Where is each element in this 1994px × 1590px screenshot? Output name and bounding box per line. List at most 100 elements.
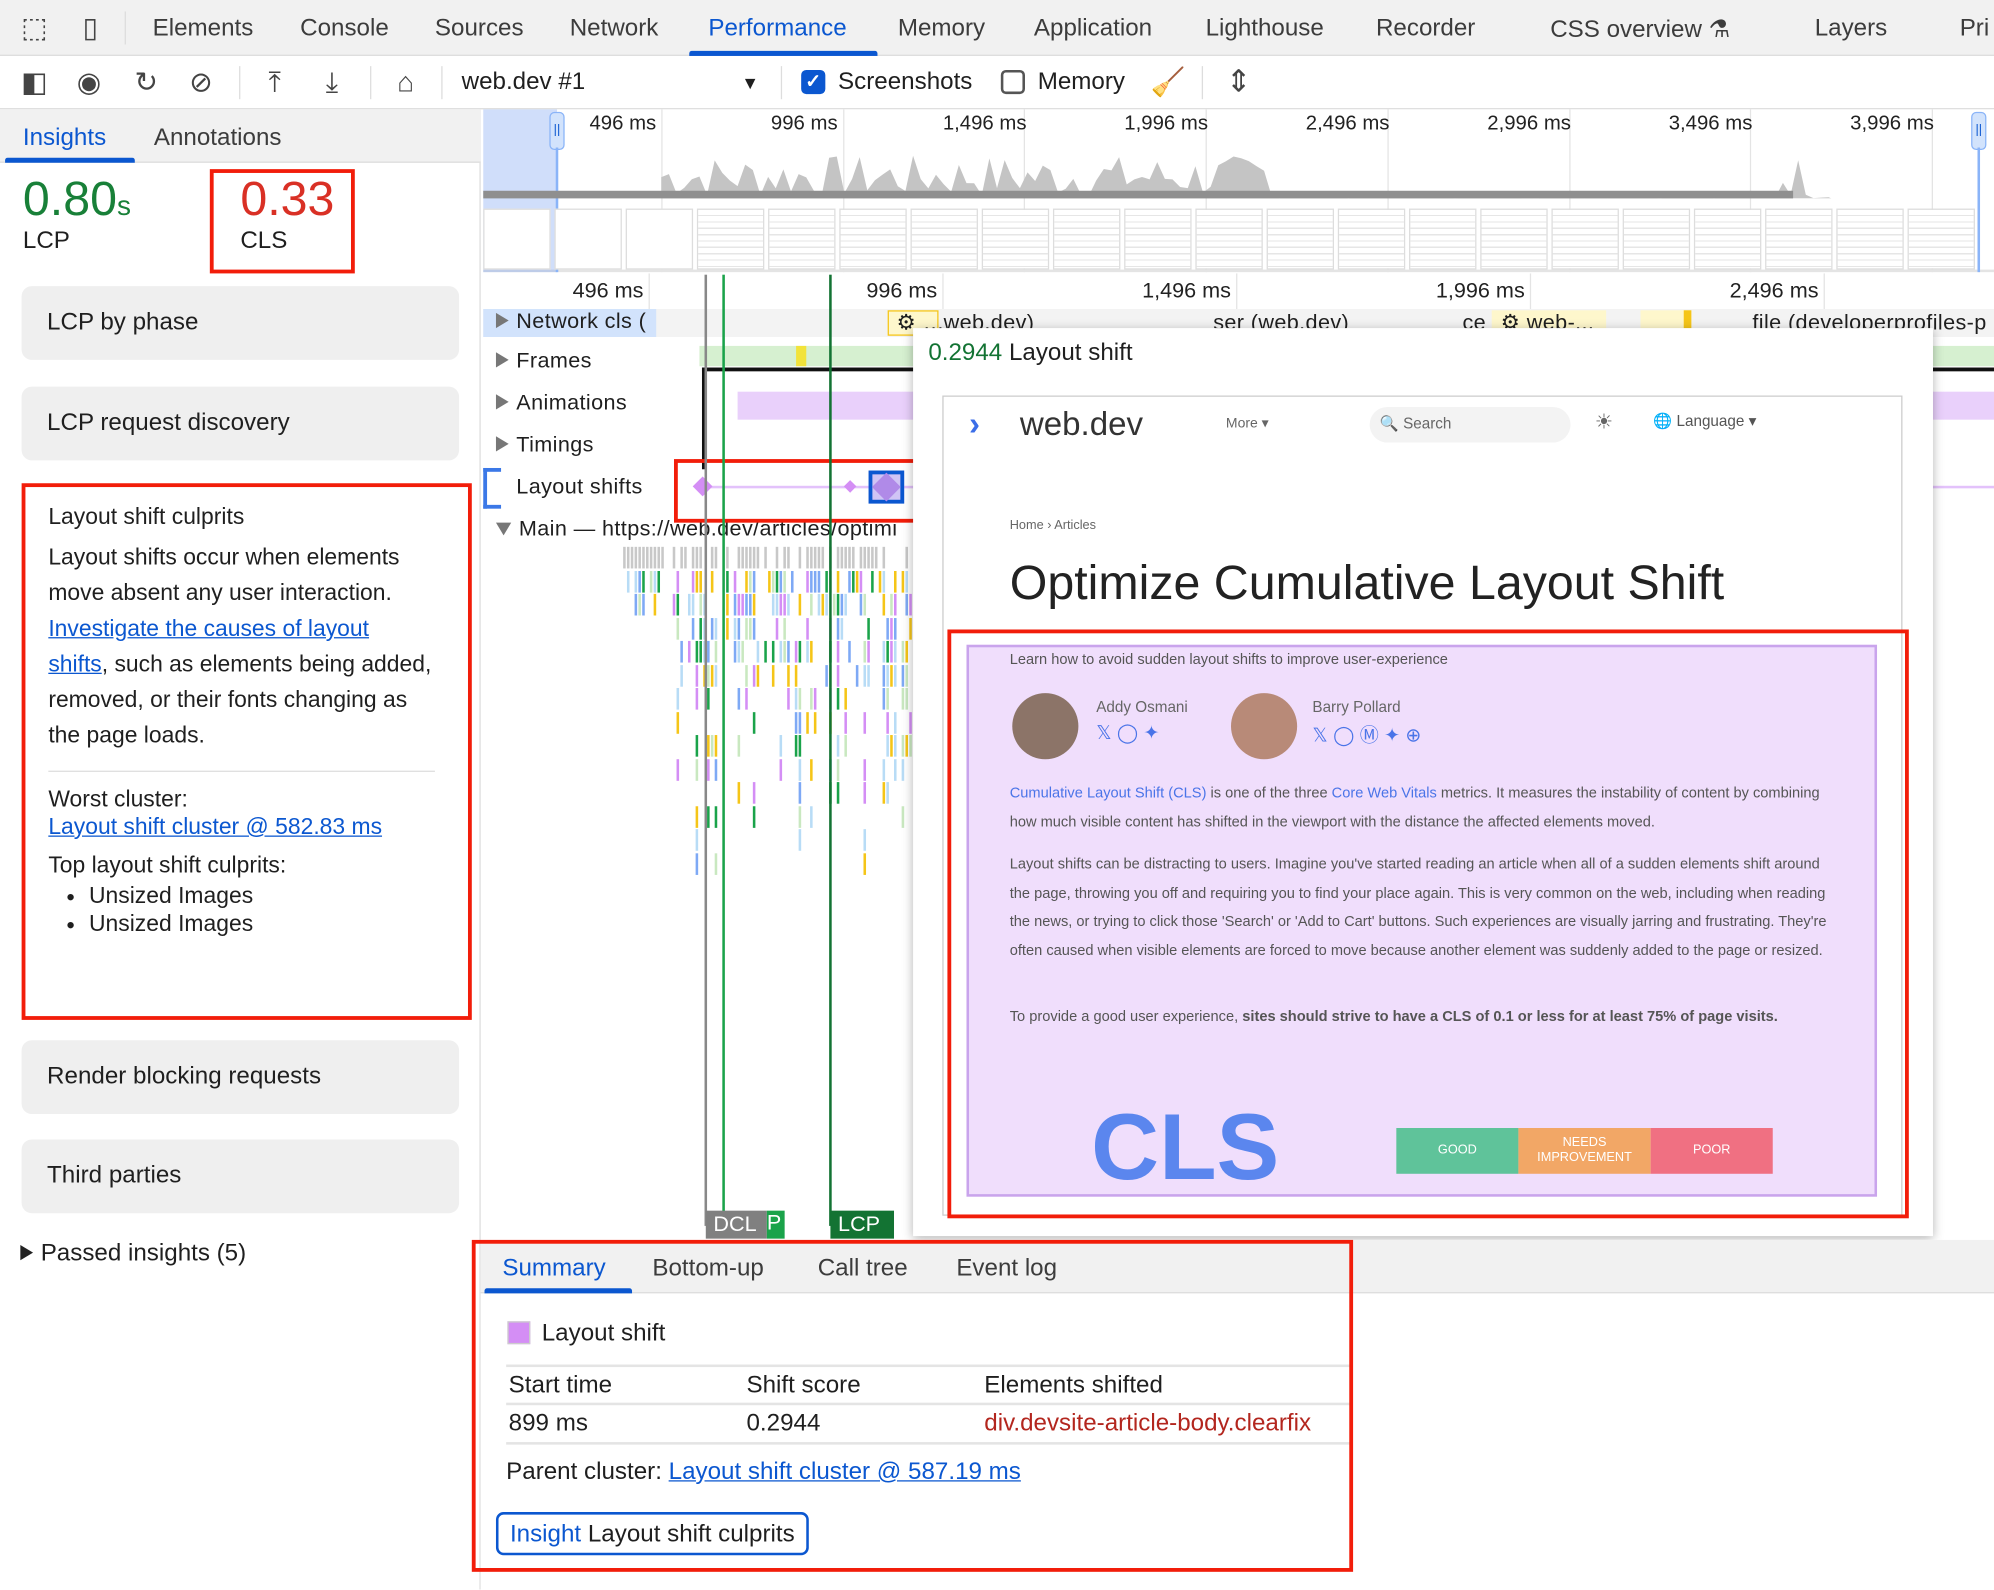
insight-lcp-request-discovery[interactable]: LCP request discovery [21, 386, 460, 461]
flame-chart-entry[interactable] [775, 593, 779, 616]
flame-chart-entry[interactable] [882, 758, 886, 781]
flame-chart-entry[interactable] [867, 617, 870, 640]
flame-chart-entry[interactable] [798, 829, 802, 851]
flame-chart-entry[interactable] [714, 735, 718, 757]
recording-select[interactable]: web.dev #1 ▼ [462, 69, 767, 97]
flame-chart-entry[interactable] [680, 640, 683, 663]
flame-chart-entry[interactable] [863, 782, 867, 804]
flame-chart-entry[interactable] [894, 593, 897, 616]
flame-chart-entry[interactable] [676, 570, 680, 592]
flame-chart-entry[interactable] [710, 546, 714, 569]
flame-chart-entry[interactable] [653, 546, 657, 569]
flame-chart-entry[interactable] [790, 570, 794, 592]
flame-chart-entry[interactable] [844, 546, 847, 569]
flame-chart-entry[interactable] [626, 546, 630, 569]
home-icon[interactable]: ⌂ [397, 66, 415, 98]
flame-chart-entry[interactable] [867, 546, 870, 569]
flame-chart-entry[interactable] [813, 711, 817, 734]
overview-right-handle[interactable]: || [1971, 111, 1987, 151]
flame-chart-entry[interactable] [623, 546, 626, 569]
flame-chart-entry[interactable] [894, 711, 897, 734]
flame-chart-entry[interactable] [642, 570, 645, 592]
flame-chart-entry[interactable] [836, 546, 840, 569]
flame-chart-entry[interactable] [741, 593, 744, 616]
screenshot-thumbnail[interactable] [1124, 208, 1192, 270]
flame-chart-entry[interactable] [863, 546, 867, 569]
screenshot-thumbnail[interactable] [910, 208, 978, 270]
flame-chart-entry[interactable] [749, 593, 752, 616]
flame-chart-entry[interactable] [905, 735, 908, 757]
flame-chart-entry[interactable] [810, 593, 813, 616]
flame-chart-entry[interactable] [886, 782, 889, 804]
dcl-marker[interactable]: DCL [705, 1210, 767, 1239]
screenshot-thumbnail[interactable] [1622, 208, 1691, 270]
flame-chart-entry[interactable] [714, 758, 718, 781]
tab-memory[interactable]: Memory [897, 15, 986, 42]
flame-chart-entry[interactable] [855, 570, 859, 592]
passed-insights-toggle[interactable]: Passed insights (5) [20, 1240, 246, 1268]
flame-chart-entry[interactable] [867, 664, 870, 687]
tab-sources[interactable]: Sources [434, 15, 524, 42]
flame-chart-entry[interactable] [848, 570, 851, 592]
flame-chart-entry[interactable] [745, 593, 748, 616]
main-thread-flame-chart[interactable] [623, 546, 915, 1208]
lcp-marker[interactable]: LCP [830, 1210, 895, 1239]
fcp-marker[interactable]: P [766, 1210, 785, 1239]
flame-chart-entry[interactable] [695, 852, 699, 875]
flame-chart-entry[interactable] [806, 546, 809, 569]
flame-chart-entry[interactable] [798, 687, 802, 710]
flame-chart-entry[interactable] [836, 758, 840, 781]
flame-chart-entry[interactable] [695, 546, 699, 569]
flame-chart-entry[interactable] [905, 593, 908, 616]
flame-chart-entry[interactable] [707, 687, 710, 710]
flame-chart-entry[interactable] [894, 735, 897, 757]
flame-chart-entry[interactable] [710, 664, 714, 687]
flame-chart-entry[interactable] [726, 570, 729, 592]
flame-chart-entry[interactable] [832, 593, 836, 616]
flame-chart-entry[interactable] [798, 593, 802, 616]
flame-chart-entry[interactable] [691, 617, 695, 640]
flame-chart-entry[interactable] [710, 735, 714, 757]
flame-chart-entry[interactable] [737, 593, 741, 616]
flame-chart-entry[interactable] [771, 664, 775, 687]
flame-chart-entry[interactable] [634, 546, 638, 569]
flame-chart-entry[interactable] [901, 687, 905, 710]
screenshot-thumbnail[interactable] [768, 208, 836, 270]
flame-chart-entry[interactable] [863, 852, 867, 875]
lcp-metric[interactable]: 0.80s LCP [23, 173, 131, 256]
flame-chart-entry[interactable] [783, 570, 786, 592]
flame-chart-entry[interactable] [825, 593, 828, 616]
flame-chart-entry[interactable] [886, 711, 889, 734]
flame-chart-entry[interactable] [882, 782, 886, 804]
flame-chart-entry[interactable] [771, 640, 775, 663]
flame-chart-entry[interactable] [882, 664, 886, 687]
flame-chart-entry[interactable] [783, 617, 786, 640]
selected-layout-shift[interactable] [868, 470, 905, 504]
flame-chart-entry[interactable] [806, 570, 809, 592]
flame-chart-entry[interactable] [863, 640, 867, 663]
flame-chart-entry[interactable] [672, 593, 676, 616]
flame-chart-entry[interactable] [714, 852, 718, 875]
flame-chart-entry[interactable] [855, 664, 859, 687]
flame-chart-entry[interactable] [901, 805, 905, 828]
flame-chart-entry[interactable] [863, 593, 867, 616]
screenshot-thumbnail[interactable] [1195, 208, 1263, 270]
flame-chart-entry[interactable] [886, 640, 889, 663]
tab-call-tree[interactable]: Call tree [817, 1255, 908, 1282]
flame-chart-entry[interactable] [836, 782, 840, 804]
flame-chart-entry[interactable] [756, 546, 760, 569]
screenshot-thumbnail[interactable] [483, 208, 551, 270]
flame-chart-entry[interactable] [882, 546, 886, 569]
flame-chart-entry[interactable] [649, 546, 653, 569]
flame-chart-entry[interactable] [817, 546, 821, 569]
flame-chart-entry[interactable] [844, 593, 847, 616]
flame-chart-entry[interactable] [775, 546, 779, 569]
flame-chart-entry[interactable] [871, 570, 874, 592]
flame-chart-entry[interactable] [626, 570, 630, 592]
tab-event-log[interactable]: Event log [956, 1255, 1058, 1282]
flame-chart-entry[interactable] [882, 687, 886, 710]
screenshot-thumbnail[interactable] [1907, 208, 1975, 270]
flame-chart-entry[interactable] [710, 570, 714, 592]
flame-chart-entry[interactable] [634, 570, 638, 592]
flame-chart-entry[interactable] [779, 735, 783, 757]
